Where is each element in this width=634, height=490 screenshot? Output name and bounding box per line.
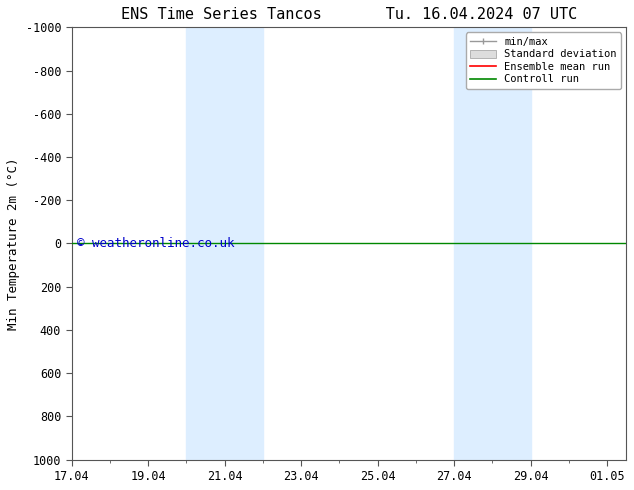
Title: ENS Time Series Tancos       Tu. 16.04.2024 07 UTC: ENS Time Series Tancos Tu. 16.04.2024 07…: [120, 7, 577, 22]
Text: © weatheronline.co.uk: © weatheronline.co.uk: [77, 237, 235, 250]
Y-axis label: Min Temperature 2m (°C): Min Temperature 2m (°C): [7, 157, 20, 330]
Legend: min/max, Standard deviation, Ensemble mean run, Controll run: min/max, Standard deviation, Ensemble me…: [466, 32, 621, 89]
Bar: [186, 27, 263, 460]
Bar: [454, 27, 531, 460]
